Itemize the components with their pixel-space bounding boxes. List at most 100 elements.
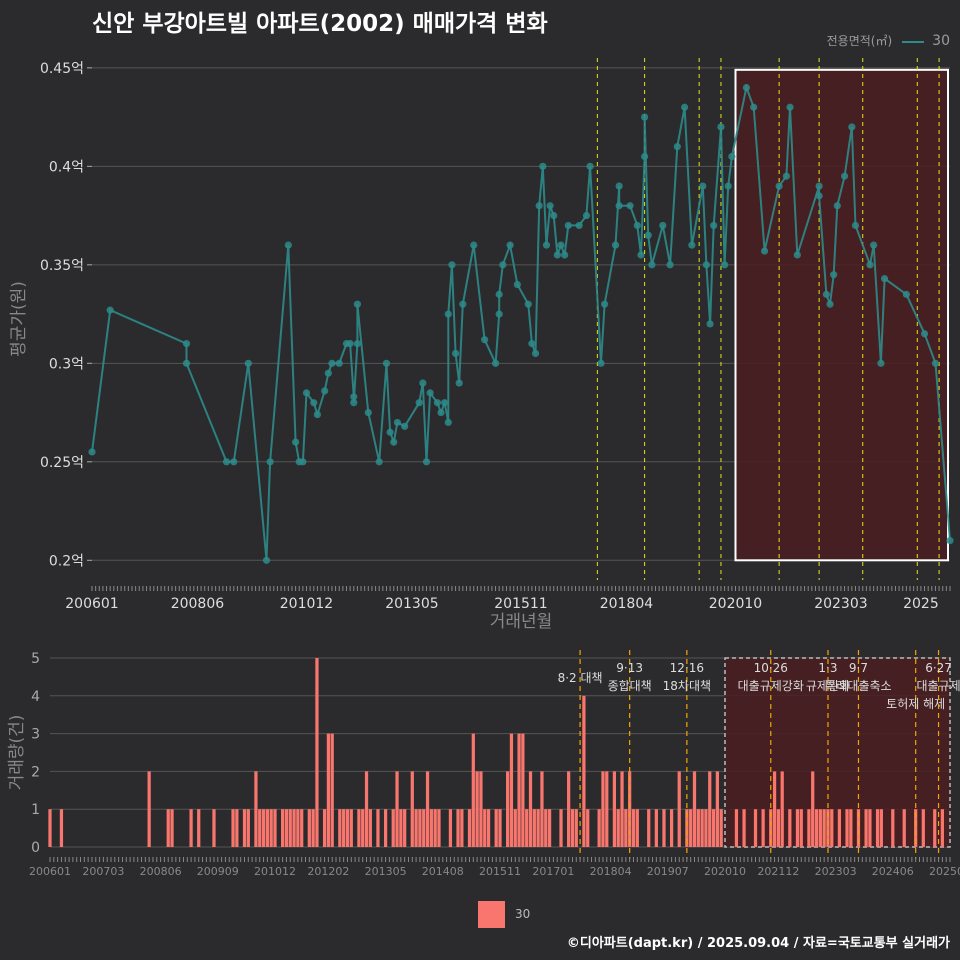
volume-bar (231, 809, 235, 847)
price-point (637, 251, 645, 259)
price-point (615, 202, 623, 210)
price-point (575, 221, 583, 230)
volume-x-tick-label: 201202 (307, 865, 349, 878)
price-point (491, 359, 500, 367)
price-point (561, 251, 569, 259)
volume-chart: 0 1 2 3 4 5 8·2 대책 9·13 종합대책 12·16 18차대책 10·26 대출규제강… (7, 650, 960, 878)
volume-bar (635, 809, 639, 847)
price-point (310, 399, 318, 407)
price-point (444, 310, 452, 318)
volume-bar (147, 771, 151, 847)
policy-annotation: 대출규제 (916, 679, 960, 693)
volume-bar (753, 809, 758, 847)
volume-bar (567, 771, 571, 847)
volume-bar (891, 809, 895, 847)
volume-x-tick-label: 200703 (82, 865, 124, 878)
volume-x-tick-label: 202112 (757, 865, 799, 878)
price-point (386, 428, 394, 436)
legend-title: 전용면적(㎡) (826, 34, 893, 48)
volume-bar (826, 809, 830, 847)
volume-y-axis-label: 거래량(건) (7, 715, 27, 791)
volume-bar (456, 809, 460, 847)
volume-x-tick-label: 201012 (254, 865, 296, 878)
price-point (826, 300, 834, 308)
price-point (666, 261, 674, 269)
price-point (382, 359, 391, 367)
volume-bar (391, 809, 395, 847)
volume-bar (467, 809, 472, 847)
volume-x-tick-label: 201408 (422, 865, 464, 878)
volume-bar (269, 809, 273, 847)
volume-bar (361, 809, 365, 847)
volume-bar (540, 771, 544, 847)
volume-bar (559, 809, 563, 847)
volume-bar (742, 809, 746, 847)
legend-bottom: 30 (478, 901, 530, 928)
volume-bar (284, 809, 289, 847)
volume-bar (471, 733, 475, 847)
price-point (564, 221, 572, 230)
volume-bar (769, 809, 773, 847)
price-point (415, 399, 423, 407)
volume-bar (395, 771, 399, 847)
volume-bar (517, 733, 521, 847)
volume-bar (620, 771, 624, 847)
price-point (451, 349, 460, 358)
price-point (920, 330, 929, 338)
price-point (499, 261, 507, 269)
volume-bar (734, 809, 739, 847)
policy-annotation: 특례대출축소 (825, 679, 891, 693)
volume-bar (647, 809, 651, 847)
volume-bar (300, 809, 304, 847)
price-point (244, 359, 252, 367)
volume-bar (292, 809, 296, 847)
volume-bar (414, 809, 418, 847)
volume-bar (708, 771, 712, 847)
volume-bar (570, 809, 575, 847)
volume-bar (696, 809, 700, 847)
price-point (648, 261, 656, 269)
y-tick-label: 0.3억 (49, 356, 84, 372)
volume-bar (776, 809, 781, 847)
volume-bar (528, 771, 533, 847)
volume-bar (811, 771, 815, 847)
price-point (717, 123, 725, 131)
price-point (597, 359, 605, 367)
volume-bar (761, 809, 765, 847)
price-point (222, 458, 231, 466)
volume-bar (914, 809, 918, 847)
price-point (470, 241, 478, 249)
policy-annotation: 1·3 (818, 661, 837, 675)
price-point (481, 336, 489, 344)
volume-bar (586, 809, 590, 847)
price-point (688, 241, 696, 249)
volume-bar (437, 809, 441, 847)
price-point (284, 241, 292, 249)
volume-bar (830, 809, 834, 847)
policy-annotation: 6·27 (925, 661, 952, 675)
volume-bar (822, 809, 826, 847)
price-point (324, 369, 332, 377)
volume-bar (235, 809, 239, 847)
price-point (531, 349, 540, 358)
volume-bar (330, 733, 334, 847)
volume-bar (483, 809, 487, 847)
volume-bar (525, 809, 529, 847)
price-point (706, 320, 714, 328)
price-point (760, 247, 769, 255)
legend-bar-swatch (478, 901, 505, 928)
price-series-line (91, 83, 951, 561)
volume-bar (258, 809, 262, 847)
volume-bar (399, 809, 403, 847)
price-point (328, 359, 336, 367)
volume-bar (422, 809, 426, 847)
volume-bar (281, 809, 285, 847)
volume-bar (494, 809, 498, 847)
volume-bar (940, 809, 944, 847)
price-point (542, 241, 551, 249)
x-tick-label: 202010 (709, 596, 762, 612)
price-point (710, 221, 718, 230)
price-point (615, 182, 623, 190)
volume-bar (772, 771, 777, 847)
